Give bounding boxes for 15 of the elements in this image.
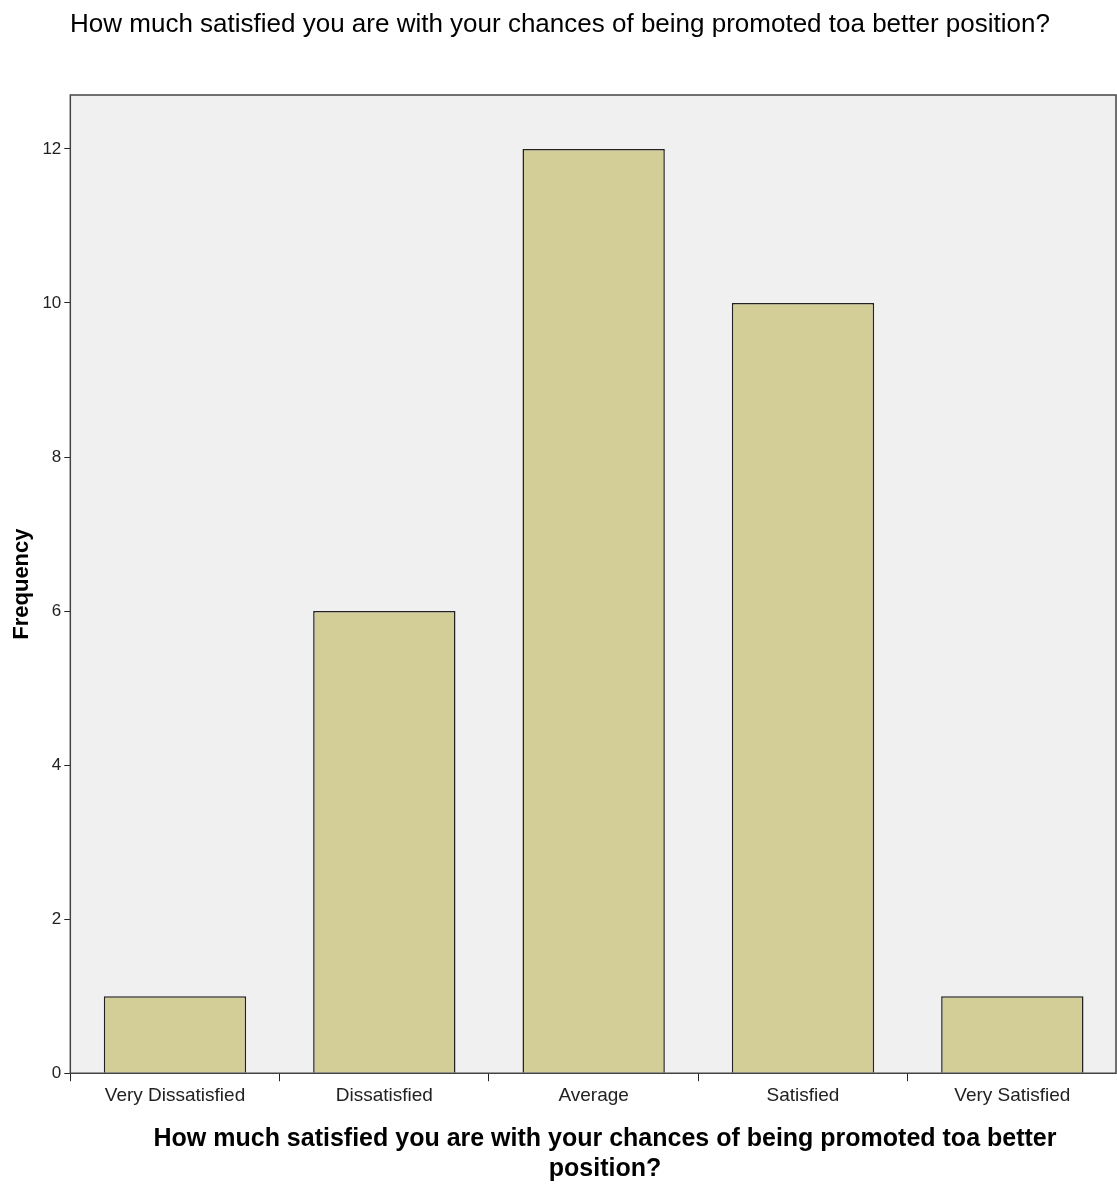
y-tick-label: 10 [42, 292, 62, 312]
y-axis-title: Frequency [8, 527, 34, 640]
x-tick-label: Satisfied [766, 1083, 840, 1105]
y-tick-label: 6 [51, 600, 62, 620]
x-tick-label: Dissatisfied [335, 1083, 433, 1105]
x-tick-label: Very Dissatisfied [104, 1083, 246, 1105]
chart-title: How much satisfied you are with your chances of being promoted toa better position? [69, 8, 1051, 38]
y-tick-label: 2 [51, 908, 62, 928]
x-tick-label: Very Satisfied [954, 1083, 1071, 1105]
x-axis-title: How much satisfied you are with your chances of being promoted toa better position? [152, 1122, 1058, 1182]
y-tick-label: 0 [51, 1062, 62, 1082]
y-tick-label: 4 [51, 754, 62, 774]
y-tick-label: 12 [42, 138, 62, 158]
y-tick-label: 8 [51, 446, 62, 466]
x-tick-label: Average [558, 1083, 629, 1105]
